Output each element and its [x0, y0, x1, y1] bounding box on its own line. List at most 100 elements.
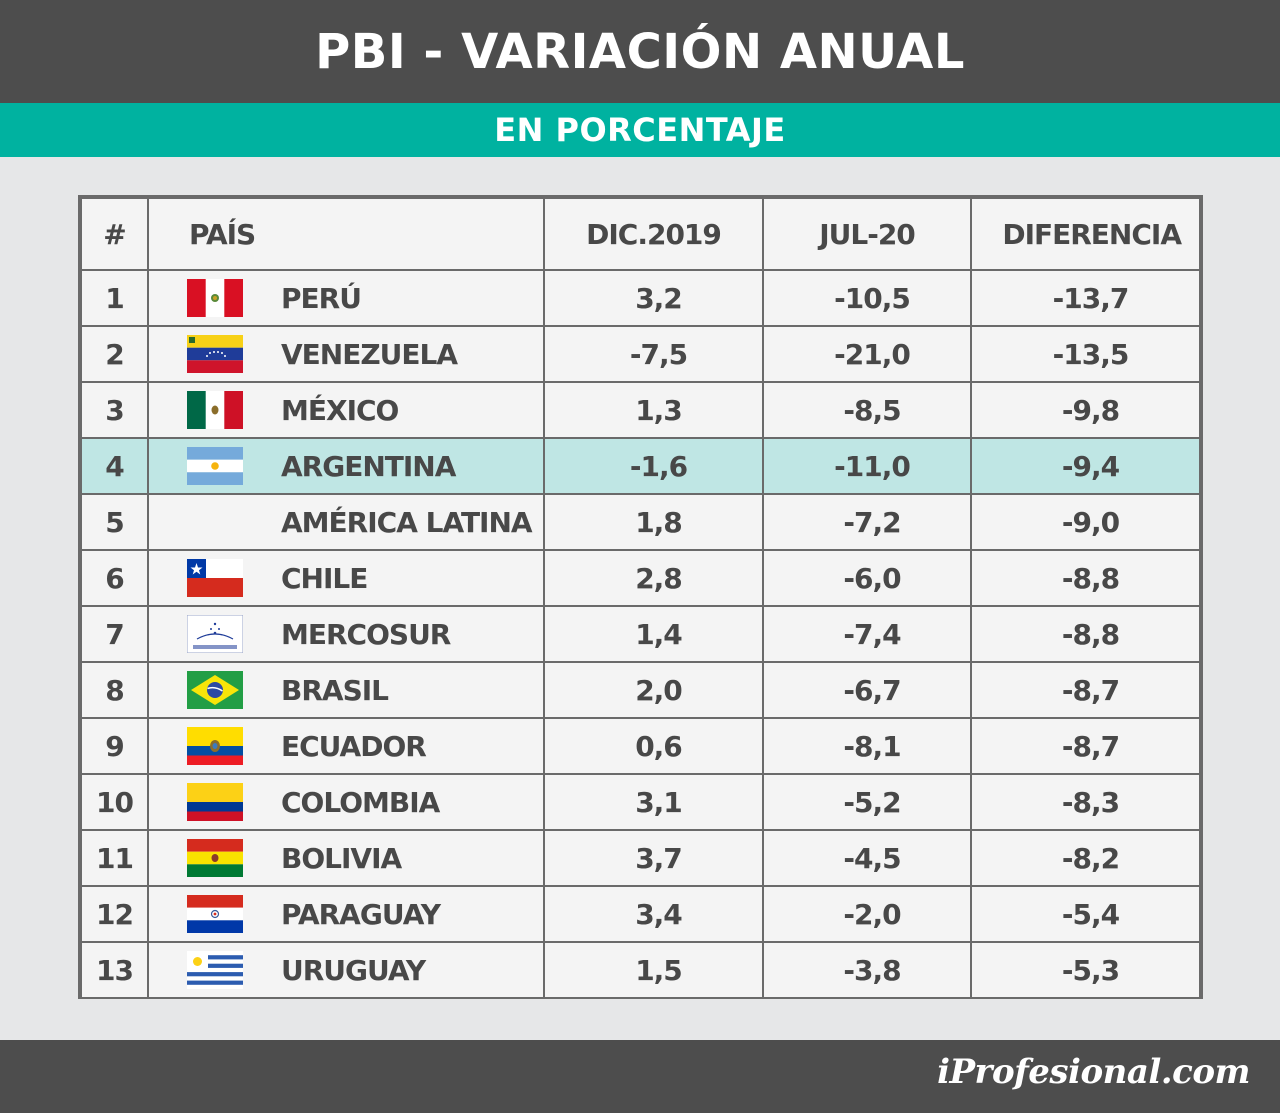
cell-jul20: -4,5 [762, 829, 972, 887]
cell-dic2019: 1,3 [543, 381, 764, 439]
cell-dic2019: -1,6 [543, 437, 764, 495]
cell-dic2019: 3,4 [543, 885, 764, 943]
colombia-flag-icon [187, 783, 243, 821]
cell-dic2019: 3,7 [543, 829, 764, 887]
cell-rank: 2 [80, 325, 149, 383]
page-subtitle: EN PORCENTAJE [494, 111, 786, 149]
cell-jul20: -6,0 [762, 549, 972, 607]
cell-country: VENEZUELA [147, 325, 545, 383]
cell-rank: 11 [80, 829, 149, 887]
table-row: 12 PARAGUAY 3,4 -2,0 -5,4 [80, 885, 1201, 943]
cell-dic2019: 3,1 [543, 773, 764, 831]
cell-rank: 7 [80, 605, 149, 663]
country-name: URUGUAY [281, 953, 426, 987]
cell-dic2019: 0,6 [543, 717, 764, 775]
cell-rank: 12 [80, 885, 149, 943]
country-name: PARAGUAY [281, 897, 441, 931]
cell-country: ARGENTINA [147, 437, 545, 495]
country-name: PERÚ [281, 281, 362, 315]
country-name: VENEZUELA [281, 337, 458, 371]
bolivia-flag-icon [187, 839, 243, 877]
cell-dic2019: 2,8 [543, 549, 764, 607]
cell-country: COLOMBIA [147, 773, 545, 831]
cell-diferencia: -5,4 [970, 885, 1201, 943]
cell-diferencia: -9,4 [970, 437, 1201, 495]
country-name: ECUADOR [281, 729, 427, 763]
cell-dic2019: 2,0 [543, 661, 764, 719]
chile-flag-icon [187, 559, 243, 597]
argentina-flag-icon [187, 447, 243, 485]
table-row: 5 AMÉRICA LATINA 1,8 -7,2 -9,0 [80, 493, 1201, 551]
cell-country: CHILE [147, 549, 545, 607]
cell-dic2019: 1,8 [543, 493, 764, 551]
country-name: COLOMBIA [281, 785, 440, 819]
cell-jul20: -10,5 [762, 269, 972, 327]
table-header-row: # PAÍS DIC.2019 JUL-20 DIFERENCIA [80, 197, 1201, 271]
cell-diferencia: -9,0 [970, 493, 1201, 551]
uruguay-flag-icon [187, 951, 243, 989]
cell-country: BRASIL [147, 661, 545, 719]
column-header-dic2019: DIC.2019 [543, 197, 764, 271]
cell-country: URUGUAY [147, 941, 545, 999]
brand-logo: iProfesional.com [937, 1052, 1250, 1092]
cell-jul20: -2,0 [762, 885, 972, 943]
peru-flag-icon [187, 279, 243, 317]
mercosur-flag-icon [187, 615, 243, 653]
cell-country: ECUADOR [147, 717, 545, 775]
cell-diferencia: -8,7 [970, 661, 1201, 719]
table-row: 4 ARGENTINA -1,6 -11,0 -9,4 [80, 437, 1201, 495]
country-name: BRASIL [281, 673, 389, 707]
cell-jul20: -6,7 [762, 661, 972, 719]
cell-country: MERCOSUR [147, 605, 545, 663]
cell-country: PERÚ [147, 269, 545, 327]
cell-diferencia: -8,7 [970, 717, 1201, 775]
cell-jul20: -7,4 [762, 605, 972, 663]
table-row: 7 MERCOSUR 1,4 -7,4 -8,8 [80, 605, 1201, 663]
table-row: 11 BOLIVIA 3,7 -4,5 -8,2 [80, 829, 1201, 887]
country-name: BOLIVIA [281, 841, 402, 875]
ecuador-flag-icon [187, 727, 243, 765]
cell-diferencia: -5,3 [970, 941, 1201, 999]
cell-rank: 10 [80, 773, 149, 831]
cell-diferencia: -8,8 [970, 549, 1201, 607]
cell-diferencia: -8,2 [970, 829, 1201, 887]
table-row: 8 BRASIL 2,0 -6,7 -8,7 [80, 661, 1201, 719]
table-row: 9 ECUADOR 0,6 -8,1 -8,7 [80, 717, 1201, 775]
country-name: CHILE [281, 561, 368, 595]
page-title: PBI - VARIACIÓN ANUAL [315, 23, 965, 80]
cell-jul20: -7,2 [762, 493, 972, 551]
brazil-flag-icon [187, 671, 243, 709]
cell-dic2019: 1,5 [543, 941, 764, 999]
cell-rank: 8 [80, 661, 149, 719]
cell-rank: 3 [80, 381, 149, 439]
cell-country: BOLIVIA [147, 829, 545, 887]
cell-country: MÉXICO [147, 381, 545, 439]
gdp-table: # PAÍS DIC.2019 JUL-20 DIFERENCIA 1 PERÚ 3… [80, 197, 1201, 999]
cell-country: PARAGUAY [147, 885, 545, 943]
cell-diferencia: -8,3 [970, 773, 1201, 831]
cell-dic2019: 3,2 [543, 269, 764, 327]
table-row: 3 MÉXICO 1,3 -8,5 -9,8 [80, 381, 1201, 439]
cell-jul20: -21,0 [762, 325, 972, 383]
venezuela-flag-icon [187, 335, 243, 373]
cell-dic2019: -7,5 [543, 325, 764, 383]
country-name: ARGENTINA [281, 449, 456, 483]
cell-jul20: -5,2 [762, 773, 972, 831]
cell-diferencia: -8,8 [970, 605, 1201, 663]
cell-rank: 4 [80, 437, 149, 495]
cell-diferencia: -13,5 [970, 325, 1201, 383]
cell-rank: 5 [80, 493, 149, 551]
cell-diferencia: -9,8 [970, 381, 1201, 439]
gdp-table-container: # PAÍS DIC.2019 JUL-20 DIFERENCIA 1 PERÚ 3… [78, 195, 1203, 999]
column-header-rank: # [80, 197, 149, 271]
table-row: 2 VENEZUELA -7,5 -21,0 -13,5 [80, 325, 1201, 383]
cell-jul20: -8,5 [762, 381, 972, 439]
cell-jul20: -11,0 [762, 437, 972, 495]
cell-rank: 13 [80, 941, 149, 999]
table-row: 10 COLOMBIA 3,1 -5,2 -8,3 [80, 773, 1201, 831]
column-header-jul20: JUL-20 [762, 197, 972, 271]
cell-jul20: -3,8 [762, 941, 972, 999]
column-header-country: PAÍS [147, 197, 545, 271]
table-row: 1 PERÚ 3,2 -10,5 -13,7 [80, 269, 1201, 327]
cell-rank: 9 [80, 717, 149, 775]
